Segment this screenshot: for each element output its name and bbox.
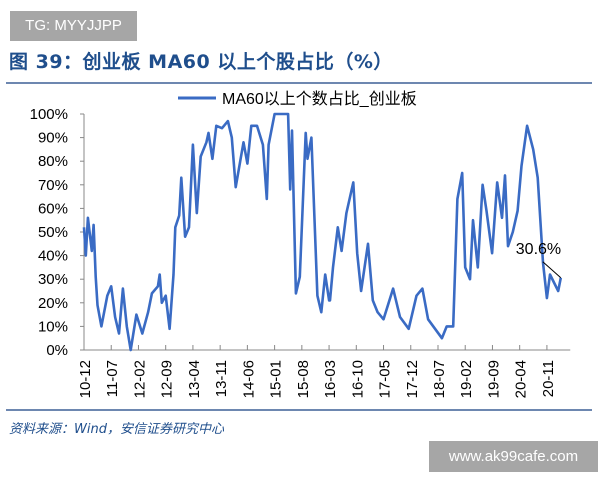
x-tick-label: 15-01 — [268, 360, 285, 398]
x-tick-label: 15-08 — [295, 360, 312, 398]
x-tick-label: 12-02 — [131, 360, 148, 398]
x-tick-label: 17-12 — [404, 360, 421, 398]
annotation-leader-line — [542, 261, 562, 279]
watermark-bottom: www.ak99cafe.com — [429, 441, 598, 472]
x-tick-label: 20-04 — [513, 360, 530, 398]
x-tick-label: 13-11 — [213, 360, 230, 397]
y-tick-label: 0% — [46, 342, 68, 359]
title-divider — [6, 82, 592, 84]
y-tick-label: 80% — [38, 153, 68, 170]
annotation: 30.6% — [516, 241, 562, 279]
legend-label: MA60以上个数占比_创业板 — [222, 90, 417, 108]
source-note: 资料来源：Wind，安信证券研究中心 — [9, 422, 224, 437]
y-tick-label: 70% — [38, 177, 68, 194]
x-tick-label: 12-09 — [159, 360, 176, 398]
y-tick-label: 90% — [38, 130, 68, 147]
x-tick-label: 16-03 — [322, 360, 339, 398]
x-tick-label: 18-07 — [431, 360, 448, 398]
x-tick-label: 13-04 — [186, 360, 203, 398]
legend: MA60以上个数占比_创业板 — [178, 90, 417, 108]
annotation-label: 30.6% — [516, 241, 561, 258]
x-tick-label: 19-09 — [485, 360, 502, 398]
x-tick-label: 17-05 — [377, 360, 394, 398]
x-tick-label: 19-02 — [458, 360, 475, 398]
y-tick-label: 60% — [38, 200, 68, 217]
y-tick-label: 20% — [38, 295, 68, 312]
x-tick-label: 14-06 — [240, 360, 257, 398]
y-tick-label: 100% — [30, 106, 68, 123]
y-tick-label: 40% — [38, 248, 68, 265]
series-line — [82, 112, 563, 352]
y-tick-label: 30% — [38, 271, 68, 288]
source-divider — [6, 409, 592, 411]
figure-title: 图 39：创业板 MA60 以上个股占比（%） — [9, 51, 393, 73]
x-tick-label: 20-11 — [540, 360, 557, 397]
x-tick-label: 16-10 — [349, 360, 366, 398]
y-tick-label: 50% — [38, 224, 68, 241]
y-tick-label: 10% — [38, 318, 68, 335]
x-tick-label: 11-07 — [104, 360, 121, 397]
x-tick-label: 10-12 — [77, 360, 94, 398]
line-chart: MA60以上个数占比_创业板 0% 10% 20% 30% 40% 50% 60% 70% 80… — [30, 90, 571, 398]
watermark-top: TG: MYYJJPP — [10, 11, 137, 41]
